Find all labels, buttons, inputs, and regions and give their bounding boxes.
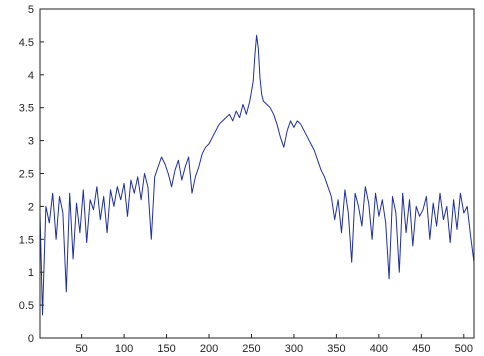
x-tick-label: 450 — [412, 343, 430, 355]
x-tick-label: 400 — [370, 343, 388, 355]
y-axis-ticks: 0 0.5 1 1.5 2 2.5 3 3.5 4 4.5 5 — [19, 4, 44, 345]
y-tick-label: 2 — [28, 201, 34, 213]
y-tick-label: 4 — [28, 70, 34, 82]
x-tick-label: 500 — [455, 343, 473, 355]
series-group — [39, 34, 475, 316]
y-tick-label: 1 — [28, 267, 34, 279]
y-tick-label: 0.5 — [19, 300, 34, 312]
x-tick-label: 350 — [327, 343, 345, 355]
y-tick-label: 2.5 — [19, 169, 34, 181]
series-line — [39, 34, 475, 316]
x-tick-label: 50 — [75, 343, 87, 355]
x-axis-ticks: 50 100 150 200 250 300 350 400 450 500 — [75, 334, 473, 355]
y-tick-label: 3.5 — [19, 103, 34, 115]
y-tick-label: 3 — [28, 136, 34, 148]
y-tick-label: 0 — [28, 333, 34, 345]
x-tick-label: 100 — [115, 343, 133, 355]
x-tick-label: 200 — [200, 343, 218, 355]
y-tick-label: 4.5 — [19, 37, 34, 49]
plot-area-frame — [39, 8, 475, 339]
x-tick-label: 300 — [285, 343, 303, 355]
y-tick-label: 1.5 — [19, 234, 34, 246]
x-tick-label: 250 — [242, 343, 260, 355]
y-tick-label: 5 — [28, 4, 34, 16]
x-tick-label: 150 — [157, 343, 175, 355]
